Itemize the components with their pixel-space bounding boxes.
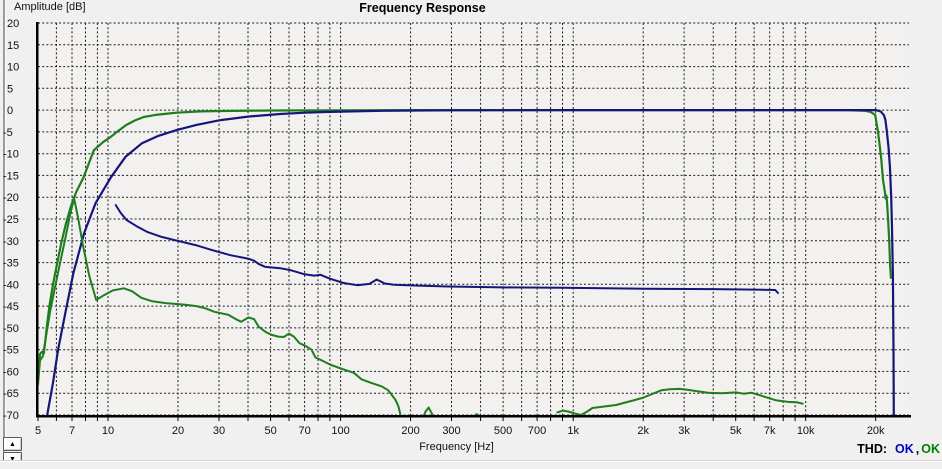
svg-text:50: 50 [264, 425, 276, 437]
svg-text:5: 5 [7, 83, 13, 95]
curve-blue-thd-noise [114, 204, 779, 294]
y-axis-line [36, 22, 39, 416]
svg-text:-50: -50 [3, 323, 19, 335]
svg-text:20: 20 [7, 18, 19, 30]
svg-text:500: 500 [494, 425, 512, 437]
plot-area [38, 23, 909, 415]
curve-green-frequency-response [38, 108, 893, 382]
x-axis-line [36, 415, 911, 418]
amplitude-axis-title: Amplitude [dB] [14, 1, 86, 13]
svg-text:7: 7 [69, 425, 75, 437]
svg-text:10: 10 [102, 425, 114, 437]
svg-text:-15: -15 [3, 170, 19, 182]
svg-text:7k: 7k [764, 425, 776, 437]
thd-label: THD: [857, 442, 888, 456]
svg-text:-40: -40 [3, 279, 19, 291]
svg-text:-45: -45 [3, 301, 19, 313]
svg-text:10k: 10k [797, 425, 815, 437]
left-panel-divider [3, 0, 6, 460]
svg-text:-35: -35 [3, 258, 19, 270]
svg-text:3k: 3k [678, 425, 690, 437]
svg-text:-55: -55 [3, 345, 19, 357]
scroll-up-button[interactable]: ▲ [3, 437, 22, 451]
svg-text:1k: 1k [567, 425, 579, 437]
svg-text:-20: -20 [3, 192, 19, 204]
svg-text:30: 30 [213, 425, 225, 437]
bottom-divider [0, 460, 942, 469]
svg-text:-30: -30 [3, 236, 19, 248]
thd-status-bar: THD: OK, OK [855, 442, 940, 456]
frequency-axis-title: Frequency [Hz] [419, 441, 494, 453]
up-arrow-icon: ▲ [9, 440, 16, 448]
thd-status-right: OK [921, 442, 940, 456]
svg-text:200: 200 [401, 425, 419, 437]
svg-text:-70: -70 [3, 410, 19, 422]
frequency-response-chart: 20151050-5-10-15-20-25-30-35-40-45-50-55… [3, 18, 911, 437]
curve-blue-frequency-response [46, 108, 895, 417]
svg-text:300: 300 [442, 425, 460, 437]
svg-text:20: 20 [172, 425, 184, 437]
svg-text:5: 5 [35, 425, 41, 437]
svg-text:5k: 5k [730, 425, 742, 437]
svg-text:0: 0 [7, 105, 13, 117]
thd-status-left: OK [895, 442, 914, 456]
svg-text:15: 15 [7, 40, 19, 52]
thd-separator: , [915, 442, 920, 456]
x-axis-ticks [37, 417, 877, 421]
svg-text:-25: -25 [3, 214, 19, 226]
svg-text:20k: 20k [867, 425, 885, 437]
y-axis-tick-labels: 20 15 10 5 0 -5 -10 -15 -20 -25 -30 -35 -40 -45 -50 -55… [3, 18, 19, 422]
svg-text:700: 700 [528, 425, 546, 437]
svg-text:-65: -65 [3, 388, 19, 400]
svg-text:70: 70 [298, 425, 310, 437]
svg-text:2k: 2k [637, 425, 649, 437]
svg-text:-5: -5 [3, 127, 13, 139]
svg-text:-10: -10 [3, 149, 19, 161]
svg-text:-60: -60 [3, 366, 19, 378]
svg-text:100: 100 [331, 425, 349, 437]
svg-text:10: 10 [7, 62, 19, 74]
down-arrow-icon: ▼ [9, 455, 16, 463]
x-axis-tick-labels: 5 7 10 20 30 50 70 100 200 300 500 700 1k 2k 3k 5k 7k 10k… [35, 425, 885, 437]
chart-title: Frequency Response [359, 1, 486, 15]
